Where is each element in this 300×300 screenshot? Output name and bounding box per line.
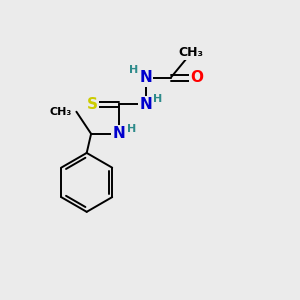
Text: O: O [190, 70, 204, 86]
Text: H: H [127, 124, 136, 134]
Text: CH₃: CH₃ [50, 107, 72, 117]
Text: S: S [86, 97, 98, 112]
Text: N: N [139, 97, 152, 112]
Text: N: N [139, 70, 152, 86]
Text: N: N [113, 126, 125, 141]
Text: H: H [129, 64, 138, 75]
Text: H: H [153, 94, 163, 104]
Text: CH₃: CH₃ [179, 46, 204, 59]
